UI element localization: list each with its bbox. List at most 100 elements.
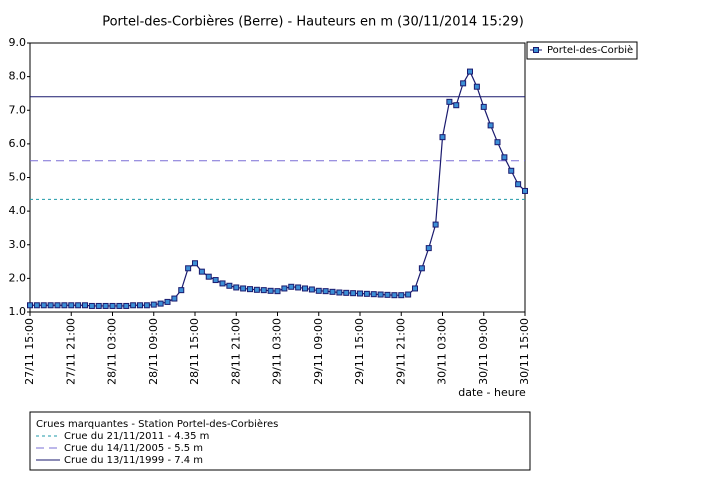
data-point [288,283,295,290]
data-point [68,302,75,309]
y-tick-label: 8.0 [9,70,27,83]
data-point [398,292,405,299]
x-tick-label: 29/11 21:00 [394,318,407,385]
data-point [308,286,315,293]
legend-label: Portel-des-Corbiè [547,44,633,56]
y-tick-label: 3.0 [9,238,27,251]
data-point [205,273,212,280]
data-point [315,287,322,294]
data-point [95,302,102,309]
data-point [116,302,123,309]
data-point [322,288,329,295]
data-point [418,265,425,272]
data-point [27,302,33,309]
data-point [446,98,453,105]
data-point [240,285,247,292]
data-point [171,295,178,302]
data-point [501,154,508,161]
data-point [61,302,68,309]
data-point [522,187,528,194]
data-point [102,302,109,309]
reference-legend-label: Crue du 14/11/2005 - 5.5 m [64,443,203,454]
y-tick-label: 1.0 [9,305,27,318]
data-point [336,289,343,296]
data-point [494,139,501,146]
data-point [391,292,398,299]
data-point [219,280,226,287]
x-tick-label: 29/11 15:00 [353,318,366,385]
data-point [487,122,494,129]
data-point [370,291,377,298]
y-tick-label: 5.0 [9,171,27,184]
data-point [54,302,61,309]
data-point [260,287,267,294]
data-point [123,302,130,309]
data-point [432,221,439,228]
data-point [274,288,281,295]
data-point [480,103,487,110]
data-point [150,301,157,308]
y-tick-label: 4.0 [9,204,27,217]
data-point [350,290,357,297]
data-point [137,302,143,309]
data-point [508,167,515,174]
y-tick-label: 7.0 [9,103,27,116]
x-tick-label: 29/11 03:00 [271,318,284,385]
data-point [425,245,432,252]
data-point [473,83,480,90]
data-point [343,289,350,296]
reference-title: Crues marquantes - Station Portel-des-Co… [36,418,278,430]
x-tick-label: 28/11 09:00 [147,318,160,385]
x-tick-label: 28/11 03:00 [106,318,119,385]
x-tick-label: 30/11 09:00 [477,318,490,385]
data-point [75,302,82,309]
data-point [247,286,253,293]
x-tick-label: 29/11 09:00 [312,318,325,385]
x-tick-label: 27/11 21:00 [64,318,77,385]
legend-swatch-marker [533,47,539,53]
data-point [143,302,150,309]
data-point [178,287,185,294]
x-axis-label: date - heure [458,386,526,399]
data-point [467,68,473,75]
data-point [185,265,192,272]
y-tick-label: 6.0 [9,137,27,150]
data-point [377,291,384,298]
x-tick-label: 28/11 15:00 [188,318,201,385]
data-point [295,284,302,291]
data-point [130,302,137,309]
data-point [192,260,198,267]
data-point [88,302,95,309]
data-point [453,102,460,109]
x-tick-label: 27/11 15:00 [23,318,36,385]
reference-box [29,411,531,471]
y-tick-label: 2.0 [9,271,27,284]
data-point [302,285,308,292]
data-point [82,302,88,309]
data-point [439,134,446,141]
chart-title: Portel-des-Corbières (Berre) - Hauteurs … [102,15,524,30]
x-tick-label: 28/11 21:00 [229,318,242,385]
reference-legend-label: Crue du 13/11/1999 - 7.4 m [64,455,203,466]
data-point [281,285,288,292]
data-point [40,302,47,309]
data-point [226,282,233,289]
data-point [267,287,274,294]
data-point [33,302,40,309]
data-point [109,302,116,309]
legend-box [526,41,638,60]
data-point [157,300,164,307]
data-point [384,291,391,298]
reference-legend-label: Crue du 21/11/2011 - 4.35 m [64,431,209,442]
data-point [357,290,363,297]
data-point [198,268,205,275]
data-point [329,288,336,295]
x-tick-label: 30/11 15:00 [518,318,531,385]
data-point [515,181,522,188]
data-point [460,80,467,87]
data-point [363,290,370,297]
data-point [412,285,418,292]
x-tick-label: 30/11 03:00 [436,318,449,385]
